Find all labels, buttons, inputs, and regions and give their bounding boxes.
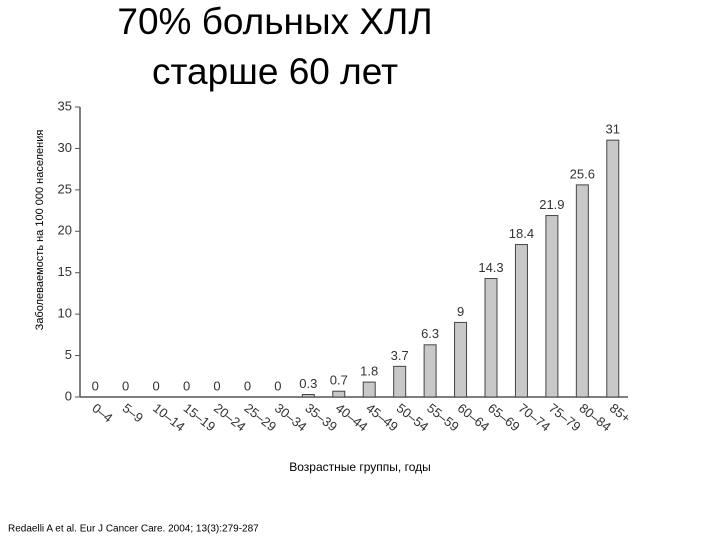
value-label: 0.3 — [299, 376, 317, 391]
x-tick-label: 70–74 — [515, 400, 553, 434]
x-tick-label: 25–29 — [241, 400, 279, 434]
x-tick-label: 75–79 — [546, 400, 584, 434]
x-tick-label: 50–54 — [394, 400, 432, 434]
bar — [545, 215, 559, 398]
x-tick-label: 55–59 — [424, 400, 462, 434]
x-tick-label: 65–69 — [485, 400, 523, 434]
chart-title: 70% больных ХЛЛ — [117, 1, 432, 42]
y-tick-label: 5 — [65, 347, 72, 362]
x-tick-label: 80–84 — [576, 400, 614, 434]
source: Redaelli A et al. Eur J Cancer Care. 200… — [8, 524, 259, 535]
y-tick-label: 35 — [58, 98, 72, 113]
value-label: 21.9 — [539, 197, 564, 212]
y-tick-label: 10 — [58, 306, 72, 321]
y-tick-label: 15 — [58, 264, 72, 279]
y-tick-label: 25 — [58, 181, 72, 196]
value-label: 18.4 — [509, 226, 534, 241]
x-tick-label: 5–9 — [120, 400, 146, 425]
bar — [393, 365, 407, 398]
bar — [514, 244, 528, 398]
value-label: 3.7 — [391, 348, 409, 363]
value-label: 9 — [457, 304, 464, 319]
bar — [606, 139, 620, 398]
x-tick-label: 0–4 — [89, 400, 115, 425]
x-axis-label: Возрастные группы, годы — [289, 460, 431, 474]
x-tick-label: 10–14 — [150, 400, 188, 434]
bar — [301, 394, 315, 398]
bar — [362, 381, 376, 398]
value-label: 0 — [244, 378, 251, 393]
y-tick-label: 30 — [58, 140, 72, 155]
x-tick-label: 20–24 — [211, 400, 249, 434]
y-tick-label: 20 — [58, 223, 72, 238]
y-axis-label: Заболеваемость на 100 000 населения — [34, 130, 46, 331]
x-tick-label: 45–49 — [363, 400, 401, 434]
bar — [423, 344, 437, 398]
x-tick-label: 15–19 — [181, 400, 219, 434]
value-label: 0 — [213, 378, 220, 393]
x-tick-label: 30–34 — [272, 400, 310, 434]
value-label: 31 — [606, 122, 620, 137]
y-tick-label: 0 — [65, 388, 72, 403]
chart-title: старше 60 лет — [152, 51, 398, 92]
value-label: 14.3 — [478, 260, 503, 275]
value-label: 0 — [122, 378, 129, 393]
value-label: 6.3 — [421, 326, 439, 341]
value-label: 0 — [152, 378, 159, 393]
x-tick-label: 35–39 — [302, 400, 340, 434]
bar — [454, 321, 468, 398]
value-label: 0 — [183, 378, 190, 393]
value-label: 1.8 — [360, 364, 378, 379]
x-tick-label: 40–44 — [333, 400, 371, 434]
value-label: 25.6 — [570, 166, 595, 181]
value-label: 0 — [92, 378, 99, 393]
x-tick-label: 60–64 — [455, 400, 493, 434]
bar — [575, 184, 589, 398]
value-label: 0 — [274, 378, 281, 393]
bar — [332, 390, 346, 398]
bar — [484, 278, 498, 398]
value-label: 0.7 — [330, 373, 348, 388]
